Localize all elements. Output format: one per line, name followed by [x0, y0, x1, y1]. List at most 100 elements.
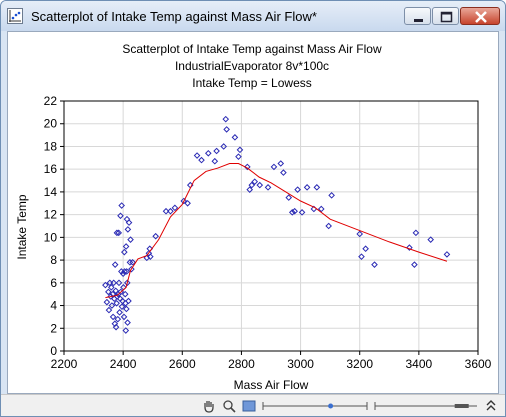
data-point: [123, 305, 130, 313]
data-point: [412, 229, 420, 237]
data-point: [152, 232, 159, 240]
data-point: [124, 319, 131, 326]
scatterplot-app-icon: [7, 8, 23, 24]
data-point: [147, 253, 154, 260]
data-point: [223, 126, 230, 133]
data-point: [246, 186, 254, 193]
data-point: [285, 194, 293, 201]
y-tick-label: 14: [44, 185, 58, 199]
x-tick-label: 3000: [287, 357, 314, 371]
data-point: [109, 290, 117, 298]
data-point: [123, 215, 131, 223]
data-point: [356, 230, 364, 238]
close-button[interactable]: [460, 7, 500, 25]
y-tick-label: 2: [50, 321, 57, 335]
y-tick-label: 0: [50, 344, 57, 358]
x-tick-label: 2400: [110, 357, 137, 371]
data-point: [256, 181, 264, 189]
data-point: [110, 279, 117, 287]
data-point: [107, 293, 115, 300]
y-tick-label: 18: [44, 139, 58, 153]
hand-icon[interactable]: [201, 398, 217, 414]
pan-slider-thumb[interactable]: [454, 404, 469, 408]
data-point: [125, 297, 132, 305]
data-point: [115, 279, 123, 287]
data-point: [108, 284, 115, 291]
data-point: [116, 309, 123, 316]
data-point: [118, 303, 126, 310]
x-tick-label: 2200: [51, 357, 78, 371]
data-point: [362, 245, 369, 253]
data-point: [114, 315, 122, 323]
data-point: [120, 313, 128, 321]
data-point: [251, 178, 259, 185]
chart-area: 2200 2400 2600 2800 3000 3200 3400 3600 0 2 4 6 8 10 1…: [7, 31, 499, 394]
zoom-slider[interactable]: [261, 398, 371, 414]
data-point: [128, 265, 135, 273]
collapse-icon[interactable]: [485, 398, 497, 414]
data-point: [193, 152, 201, 159]
data-point: [121, 248, 128, 256]
data-point: [117, 212, 124, 220]
data-point: [109, 313, 117, 321]
data-point: [303, 184, 311, 191]
data-point: [105, 288, 112, 296]
zoom-slider-thumb[interactable]: [328, 403, 334, 409]
title-bar[interactable]: Scatterplot of Intake Temp against Mass …: [1, 1, 505, 31]
data-point: [277, 160, 285, 167]
maximize-button[interactable]: [432, 7, 459, 25]
data-point: [102, 281, 109, 289]
data-point: [113, 299, 120, 307]
data-point: [411, 261, 418, 268]
data-point: [325, 222, 332, 230]
data-point: [280, 169, 287, 176]
data-point: [108, 302, 116, 309]
data-point: [244, 163, 251, 171]
pan-slider[interactable]: [373, 398, 483, 414]
data-point: [291, 207, 298, 215]
chart-subtitle: IndustrialEvaporator 8v*100c: [175, 59, 329, 73]
data-point: [248, 181, 256, 189]
data-point: [270, 163, 278, 171]
x-tick-label: 3400: [406, 357, 433, 371]
data-point: [235, 153, 242, 160]
data-point: [427, 236, 434, 243]
scatterplot-chart: 2200 2400 2600 2800 3000 3200 3400 3600 0 2 4 6 8 10 1…: [15, 42, 492, 392]
y-tick-label: 4: [50, 299, 57, 313]
data-point: [236, 146, 244, 154]
data-point: [103, 298, 111, 306]
minimize-icon: [414, 19, 423, 22]
chart-title: Scatterplot of Intake Temp against Mass …: [122, 42, 382, 56]
data-point: [123, 279, 131, 287]
data-point: [125, 219, 133, 226]
data-point: [171, 204, 179, 212]
zoom-icon[interactable]: [221, 398, 237, 414]
data-point: [126, 259, 134, 266]
y-tick-label: 6: [50, 276, 57, 290]
data-point: [118, 202, 125, 209]
data-point: [288, 209, 296, 216]
data-point: [298, 209, 306, 216]
data-point: [105, 306, 113, 314]
data-point: [112, 323, 120, 331]
y-tick-label: 10: [44, 230, 58, 244]
x-tick-label: 3200: [346, 357, 373, 371]
y-tick-label: 16: [44, 162, 58, 176]
brightness-icon[interactable]: [241, 398, 257, 414]
close-icon: [475, 11, 487, 23]
data-point: [198, 156, 205, 164]
chart-subtitle-fit: Intake Temp = Lowess: [192, 76, 312, 90]
data-point: [113, 229, 121, 237]
data-point: [180, 197, 188, 205]
data-point: [406, 244, 413, 251]
y-tick-label: 12: [44, 208, 58, 222]
x-tick-label: 2800: [228, 357, 255, 371]
minimize-button[interactable]: [404, 7, 431, 25]
lowess-fit-line: [105, 163, 448, 299]
data-point: [122, 243, 130, 250]
data-point: [122, 327, 130, 334]
data-point: [123, 268, 130, 275]
data-point: [127, 236, 134, 243]
data-point: [205, 149, 212, 157]
